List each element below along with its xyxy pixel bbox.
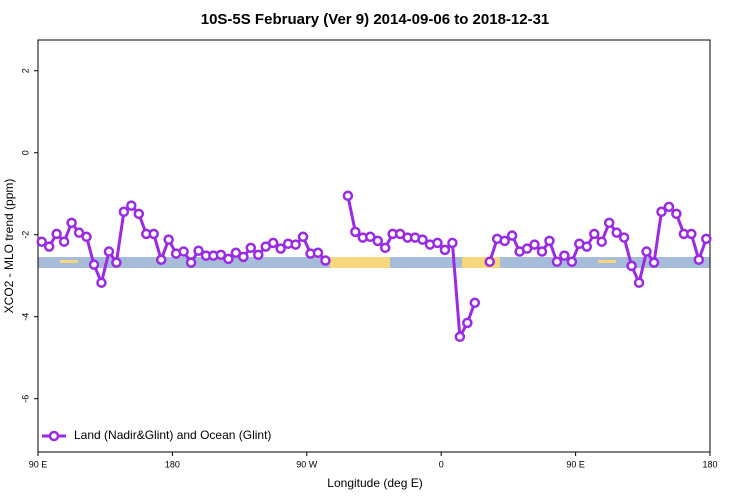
data-point bbox=[641, 246, 652, 257]
data-point bbox=[611, 227, 622, 238]
y-tick-label: 0 bbox=[20, 150, 30, 155]
data-point bbox=[51, 228, 62, 240]
data-point bbox=[618, 232, 630, 243]
data-point bbox=[536, 246, 548, 257]
data-point bbox=[230, 247, 242, 259]
data-point bbox=[193, 245, 204, 256]
data-point bbox=[663, 201, 675, 213]
data-point bbox=[155, 254, 167, 265]
data-point bbox=[633, 277, 645, 288]
data-point bbox=[96, 277, 107, 288]
y-tick-label: 2 bbox=[20, 68, 30, 73]
y-tick-label: -4 bbox=[20, 313, 30, 321]
data-point bbox=[596, 236, 607, 247]
data-point bbox=[215, 249, 227, 261]
data-point bbox=[342, 190, 354, 202]
data-point bbox=[372, 235, 383, 247]
data-point bbox=[36, 236, 47, 247]
data-point bbox=[544, 235, 555, 247]
data-point bbox=[111, 257, 122, 268]
data-point bbox=[290, 239, 301, 250]
data-point bbox=[365, 231, 376, 243]
data-point bbox=[566, 256, 578, 268]
data-point bbox=[118, 206, 130, 218]
plot-frame bbox=[37, 39, 711, 453]
x-tick-label: 90 W bbox=[296, 459, 318, 469]
data-point bbox=[559, 250, 570, 261]
data-point bbox=[656, 206, 667, 218]
map-strip bbox=[38, 257, 710, 268]
data-point bbox=[529, 239, 540, 250]
data-point bbox=[648, 257, 660, 268]
data-point bbox=[499, 235, 510, 247]
data-point bbox=[275, 243, 286, 254]
data-point bbox=[73, 227, 85, 238]
data-point bbox=[185, 257, 197, 268]
chart-title: 10S-5S February (Ver 9) 2014-09-06 to 20… bbox=[201, 11, 550, 28]
data-point bbox=[312, 247, 324, 259]
data-point bbox=[103, 246, 115, 257]
data-point bbox=[81, 231, 92, 243]
data-point bbox=[238, 251, 249, 263]
data-point bbox=[447, 237, 458, 249]
data-point bbox=[701, 233, 712, 245]
data-point bbox=[484, 256, 495, 268]
data-point bbox=[223, 253, 234, 265]
data-point bbox=[133, 208, 145, 220]
x-tick-label: 90 E bbox=[29, 459, 48, 469]
data-point bbox=[88, 259, 100, 270]
data-point bbox=[417, 234, 428, 245]
data-point bbox=[58, 236, 70, 247]
data-point bbox=[297, 231, 309, 243]
data-point bbox=[603, 217, 615, 229]
data-point bbox=[267, 237, 279, 249]
y-tick-label: -6 bbox=[20, 395, 30, 403]
x-axis-label: Longitude (deg E) bbox=[327, 476, 422, 490]
y-tick-label: -2 bbox=[20, 231, 30, 239]
data-point bbox=[379, 242, 391, 254]
data-point bbox=[671, 208, 682, 220]
data-point bbox=[43, 241, 55, 252]
data-point bbox=[551, 256, 563, 268]
data-point bbox=[581, 241, 593, 252]
data-point bbox=[686, 228, 697, 240]
data-point bbox=[350, 226, 361, 238]
data-point bbox=[432, 237, 443, 249]
x-tick-label: 180 bbox=[702, 459, 717, 469]
data-point bbox=[245, 242, 257, 254]
data-point bbox=[320, 255, 331, 266]
legend-marker bbox=[48, 430, 60, 442]
x-tick-label: 90 E bbox=[566, 459, 585, 469]
data-point bbox=[589, 228, 600, 240]
data-point bbox=[693, 254, 705, 265]
legend-label: Land (Nadir&Glint) and Ocean (Glint) bbox=[74, 428, 271, 442]
data-point bbox=[454, 331, 466, 343]
data-point bbox=[506, 230, 518, 241]
data-point bbox=[439, 244, 451, 256]
data-point bbox=[126, 200, 137, 211]
x-tick-label: 180 bbox=[165, 459, 180, 469]
data-point bbox=[469, 297, 481, 309]
data-point bbox=[462, 317, 473, 329]
data-point bbox=[626, 260, 637, 272]
data-point bbox=[253, 249, 264, 261]
data-point bbox=[163, 234, 174, 245]
y-axis-label: XCO2 - MLO trend (ppm) bbox=[2, 179, 16, 314]
data-point bbox=[521, 243, 533, 254]
data-point bbox=[148, 228, 159, 240]
data-point bbox=[66, 217, 77, 229]
x-tick-label: 0 bbox=[439, 459, 444, 469]
data-point bbox=[178, 246, 189, 257]
